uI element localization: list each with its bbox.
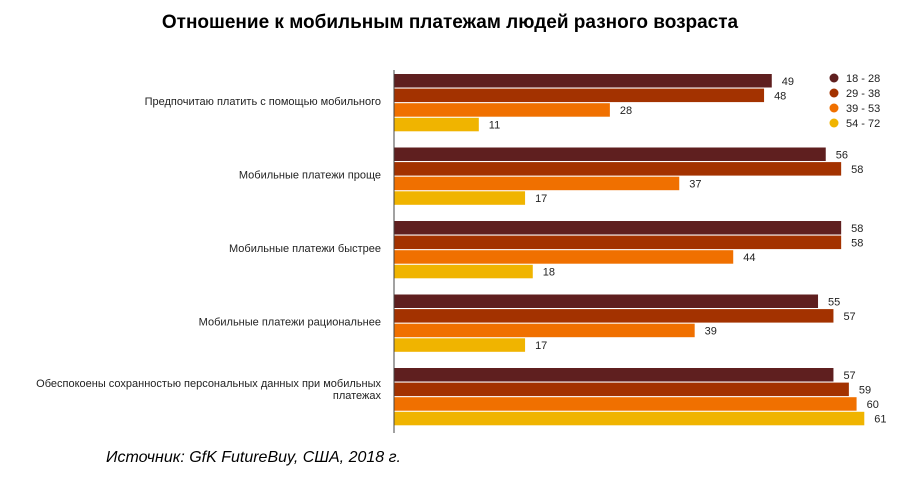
bar-1-1 [394, 74, 772, 88]
value-label-1-1: 49 [782, 76, 794, 88]
bar-1-4 [394, 117, 479, 132]
bar-2-3 [394, 176, 680, 191]
bar-2-2 [394, 162, 842, 176]
legend-marker-1 [829, 73, 839, 83]
bar-5-4 [394, 411, 865, 426]
value-label-2-3: 37 [689, 178, 701, 190]
bar-4-2 [394, 309, 834, 323]
legend: 18 - 28 29 - 38 39 - 53 54 - 72 [829, 73, 880, 130]
category-label-1: Предпочитаю платить с помощью мобильного [145, 96, 381, 108]
category-label-3: Мобильные платежи быстрее [229, 243, 381, 255]
bar-2-1 [394, 147, 826, 161]
category-label-4: Мобильные платежи рациональнее [199, 317, 381, 329]
value-label-4-3: 39 [705, 325, 717, 337]
bar-1-3 [394, 103, 610, 117]
value-label-3-3: 44 [743, 252, 755, 264]
value-label-4-2: 57 [843, 311, 855, 323]
bar-4-1 [394, 294, 819, 308]
value-label-1-2: 48 [774, 90, 786, 102]
bar-2-4 [394, 191, 526, 205]
bar-5-1 [394, 368, 834, 382]
legend-marker-2 [829, 88, 839, 98]
category-label-5-line-1: Обеспокоены сохранностью персональных да… [36, 378, 381, 390]
value-label-3-1: 58 [851, 223, 863, 235]
bar-5-2 [394, 382, 849, 397]
bar-4-3 [394, 323, 695, 338]
value-label-5-2: 59 [859, 384, 871, 396]
value-label-1-4: 11 [489, 120, 500, 132]
bar-4-4 [394, 338, 526, 352]
value-label-4-1: 55 [828, 296, 840, 308]
legend-label-4: 54 - 72 [846, 118, 880, 130]
bars [394, 74, 865, 426]
value-label-5-3: 60 [867, 399, 879, 411]
legend-label-1: 18 - 28 [846, 73, 880, 85]
category-label-5-line-2: платежах [333, 390, 382, 402]
value-label-2-4: 17 [535, 193, 547, 205]
legend-label-3: 39 - 53 [846, 103, 880, 115]
chart-title: Отношение к мобильным платежам людей раз… [161, 12, 739, 33]
legend-marker-4 [829, 118, 839, 128]
value-label-1-3: 28 [620, 105, 632, 117]
value-label-3-4: 18 [543, 267, 555, 279]
legend-label-2: 29 - 38 [846, 88, 880, 100]
value-label-2-2: 58 [851, 164, 863, 176]
bar-3-3 [394, 250, 734, 264]
bar-3-1 [394, 221, 842, 235]
value-label-5-4: 61 [874, 414, 886, 426]
category-label-2: Мобильные платежи проще [239, 170, 381, 182]
source-note: Источник: GfK FutureBuy, США, 2018 г. [106, 449, 401, 466]
value-label-5-1: 57 [843, 370, 855, 382]
category-labels: Предпочитаю платить с помощью мобильного… [36, 96, 381, 402]
value-label-2-1: 56 [836, 149, 848, 161]
bar-1-2 [394, 88, 765, 103]
bar-3-2 [394, 235, 842, 250]
bar-5-3 [394, 397, 857, 411]
bar-3-4 [394, 264, 533, 279]
value-label-4-4: 17 [535, 340, 547, 352]
value-label-3-2: 58 [851, 237, 863, 249]
legend-marker-3 [829, 103, 839, 113]
